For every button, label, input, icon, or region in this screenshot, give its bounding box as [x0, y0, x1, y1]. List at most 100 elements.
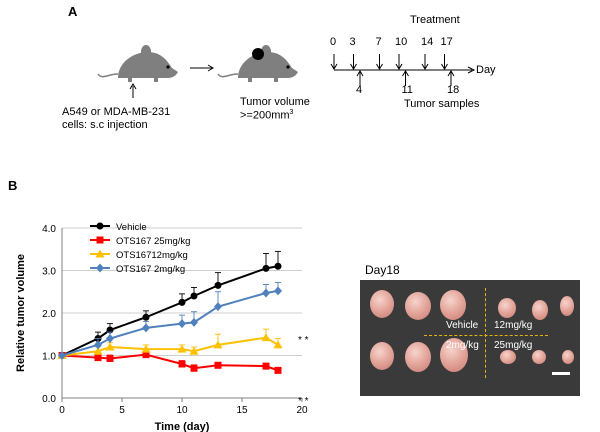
legend-label: Vehicle	[116, 222, 147, 233]
x-tick-label: 5	[119, 405, 125, 416]
data-point	[262, 362, 270, 370]
data-point	[177, 344, 187, 353]
tumor-sample	[370, 290, 394, 318]
x-axis-label: Time (day)	[155, 421, 210, 432]
data-point	[106, 334, 114, 343]
treatment-timeline	[330, 54, 476, 86]
cells-line2: cells: s.c injection	[62, 119, 148, 131]
legend-label: OTS167 2mg/kg	[116, 264, 185, 275]
photo-label-12mg: 12mg/kg	[494, 320, 533, 331]
legend-label: OTS16712mg/kg	[116, 250, 188, 261]
series-line	[61, 265, 279, 357]
data-point	[190, 317, 198, 327]
mouse-illustration	[97, 45, 298, 98]
data-point	[142, 323, 150, 333]
scale-bar	[552, 372, 570, 375]
sample-day-label: 18	[447, 84, 460, 96]
tumor-sample	[405, 342, 431, 372]
sample-arrowhead	[356, 70, 364, 77]
data-point	[214, 361, 222, 369]
y-tick-label: 1.0	[42, 352, 56, 363]
data-point	[105, 342, 115, 351]
tumor-sample	[532, 300, 548, 320]
treatment-day-label: 3	[349, 36, 356, 48]
treatment-day-label: 10	[395, 36, 408, 48]
tumor-sample	[498, 298, 516, 318]
data-point	[274, 286, 282, 296]
treatment-arrowhead	[376, 63, 383, 70]
data-point	[178, 319, 186, 329]
data-point	[274, 366, 282, 374]
data-point	[94, 340, 102, 350]
tumor-sample	[562, 350, 574, 364]
treatment-day-label: 0	[330, 36, 337, 48]
data-point	[178, 298, 186, 306]
significance-12mg: * *	[298, 335, 309, 346]
photo-label-2mg: 2mg/kg	[446, 340, 479, 351]
data-point	[189, 346, 199, 355]
data-point	[142, 313, 150, 321]
photo-title: Day18	[365, 263, 400, 277]
data-point	[190, 292, 198, 300]
data-point	[213, 340, 223, 349]
treatment-day-label: 17	[440, 36, 453, 48]
photo-label-vehicle: Vehicle	[446, 320, 479, 331]
treatment-arrowhead	[350, 63, 357, 70]
tumor-sample	[560, 296, 574, 316]
treatment-arrowhead	[330, 63, 338, 70]
data-point	[58, 351, 66, 360]
legend-label: OTS167 25mg/kg	[116, 236, 190, 247]
y-axis-label: Relative tumor volume	[15, 254, 27, 372]
panel-b-label: B	[8, 178, 18, 193]
treatment-day-label: 7	[375, 36, 382, 48]
cells-line1: A549 or MDA-MB-231	[62, 106, 171, 118]
data-point	[190, 364, 198, 372]
data-point	[178, 360, 186, 368]
treatment-arrowhead	[421, 63, 429, 70]
divider-horizontal	[424, 335, 548, 336]
data-point	[273, 340, 283, 349]
treatment-day-label: 14	[421, 36, 434, 48]
series-1	[58, 350, 282, 374]
data-point	[262, 288, 270, 298]
tumor-sample	[500, 350, 516, 364]
tumor-sample	[532, 350, 546, 364]
series-3	[58, 281, 282, 360]
y-tick-label: 4.0	[42, 224, 56, 235]
data-point	[214, 281, 222, 289]
sample-arrowhead	[402, 70, 409, 77]
data-point	[95, 249, 105, 258]
x-tick-label: 15	[236, 405, 248, 416]
data-point	[141, 344, 151, 353]
y-tick-label: 3.0	[42, 267, 56, 278]
x-tick-label: 0	[59, 405, 65, 416]
sample-day-label: 4	[356, 84, 363, 96]
tumor-sample	[370, 342, 394, 370]
mouse-icon	[217, 45, 298, 82]
data-point	[96, 222, 104, 230]
data-point	[96, 236, 104, 244]
sample-arrowhead	[447, 70, 455, 77]
photo-label-25mg: 25mg/kg	[494, 340, 533, 351]
series-line	[61, 289, 279, 357]
significance-25mg: * *	[298, 396, 309, 407]
data-point	[261, 333, 271, 342]
tumor-photo: Vehicle 12mg/kg 2mg/kg 25mg/kg	[360, 280, 580, 396]
data-point	[93, 346, 103, 355]
divider-vertical	[485, 288, 486, 378]
data-point	[142, 351, 150, 359]
data-point	[274, 262, 282, 270]
y-tick-label: 0.0	[42, 394, 56, 405]
data-point	[106, 354, 114, 362]
data-point	[262, 264, 270, 272]
tumor-sample	[440, 290, 466, 320]
y-tick-label: 2.0	[42, 309, 56, 320]
timeline-day-label: Day	[476, 64, 496, 76]
series-2	[57, 328, 283, 359]
data-point	[214, 302, 222, 312]
panel-a-label: A	[68, 4, 78, 19]
tumor-sample	[440, 338, 468, 372]
tumor-volume-line1: Tumor volume	[240, 96, 310, 108]
tumor-volume-line2: >=200mm3	[240, 109, 294, 122]
data-point	[96, 263, 104, 273]
